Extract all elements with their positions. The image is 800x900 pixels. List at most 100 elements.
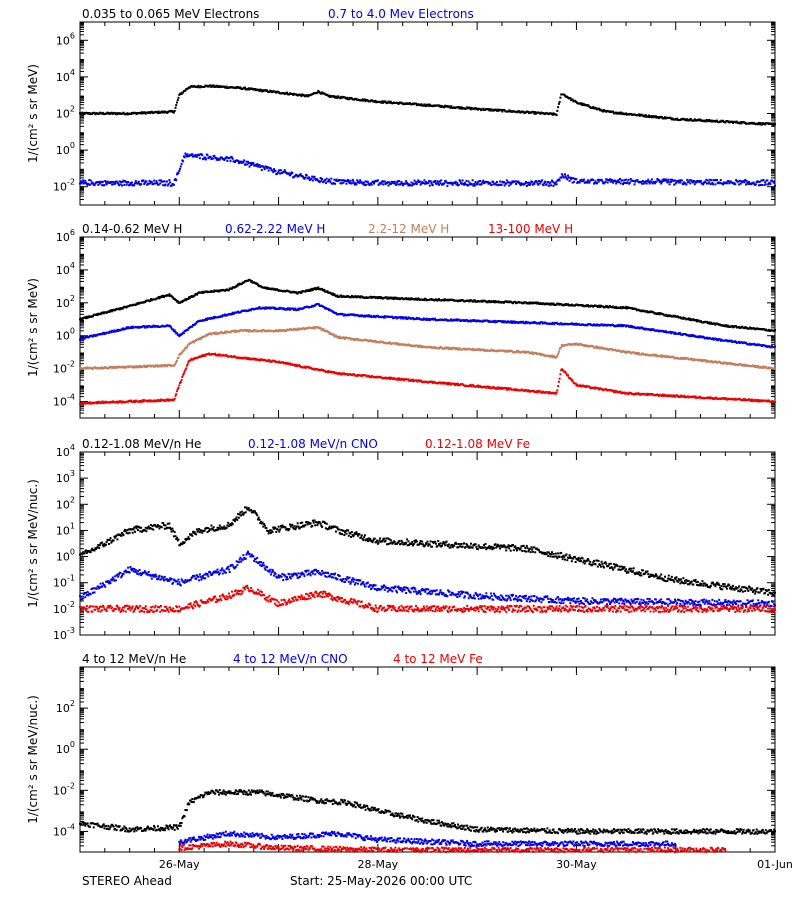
data-point <box>205 158 207 161</box>
data-point <box>738 183 741 186</box>
data-point <box>565 177 568 180</box>
data-point <box>209 155 212 158</box>
data-point <box>266 166 269 169</box>
data-point <box>679 181 682 184</box>
data-point <box>101 111 104 114</box>
data-point <box>186 329 189 331</box>
data-point <box>124 180 127 183</box>
data-point <box>169 364 172 367</box>
data-point <box>215 158 218 161</box>
data-point <box>575 101 578 103</box>
data-point <box>728 182 731 185</box>
data-point <box>271 169 274 172</box>
data-point <box>185 299 188 302</box>
data-point <box>249 162 252 165</box>
data-point <box>166 180 169 183</box>
data-point <box>335 178 338 181</box>
data-point <box>459 106 462 109</box>
data-point <box>650 115 653 118</box>
data-point <box>82 337 85 340</box>
data-point <box>513 320 516 323</box>
data-point <box>744 179 747 181</box>
data-point <box>706 182 708 185</box>
data-point <box>113 329 116 332</box>
data-point <box>311 289 314 292</box>
data-point <box>724 325 727 328</box>
data-point <box>462 182 465 185</box>
data-point <box>268 90 271 93</box>
data-point <box>551 179 553 182</box>
data-point <box>153 365 156 368</box>
data-point <box>737 180 740 183</box>
data-point <box>176 300 179 303</box>
data-point <box>98 182 101 185</box>
data-point <box>85 315 88 318</box>
data-point <box>381 180 384 183</box>
data-point <box>701 182 704 185</box>
legend-entry: 0.62-2.22 MeV H <box>225 222 325 236</box>
data-point <box>681 356 684 359</box>
data-point <box>328 331 330 334</box>
data-point <box>661 116 663 119</box>
data-point <box>564 175 567 178</box>
data-point <box>525 181 527 183</box>
data-point <box>83 113 86 116</box>
data-point <box>586 179 589 182</box>
data-point <box>690 334 693 336</box>
data-point <box>80 182 83 185</box>
data-point <box>461 179 464 182</box>
data-point <box>541 179 544 182</box>
data-point <box>758 180 761 183</box>
data-point <box>148 179 151 182</box>
data-point <box>395 343 398 346</box>
data-point <box>231 157 234 160</box>
data-point <box>234 285 237 288</box>
data-point <box>454 182 456 185</box>
data-point <box>195 322 198 325</box>
data-point <box>137 366 139 369</box>
data-point <box>627 178 630 181</box>
data-point <box>575 342 578 345</box>
data-point <box>763 184 766 187</box>
data-point <box>468 183 471 186</box>
data-point <box>255 164 258 167</box>
data-point <box>96 181 99 184</box>
data-point <box>332 310 335 313</box>
data-point <box>654 353 657 356</box>
series-2 <box>79 152 776 188</box>
data-point <box>702 183 705 186</box>
data-point <box>768 181 771 184</box>
data-point <box>258 90 261 92</box>
data-point <box>655 180 658 183</box>
data-point <box>151 326 154 329</box>
data-point <box>223 332 226 335</box>
data-point <box>329 181 332 184</box>
data-point <box>609 180 612 183</box>
data-point <box>531 183 534 186</box>
data-point <box>661 355 663 358</box>
data-point <box>757 123 760 126</box>
data-point <box>308 176 311 179</box>
data-point <box>243 159 246 162</box>
data-point <box>519 184 522 187</box>
data-point <box>319 177 322 179</box>
data-point <box>337 337 340 340</box>
data-point <box>92 182 94 185</box>
data-point <box>260 330 263 333</box>
data-point <box>514 300 517 303</box>
data-point <box>300 291 303 294</box>
data-point <box>439 104 442 107</box>
data-point <box>231 311 234 314</box>
data-point <box>390 180 393 183</box>
data-point <box>166 365 169 368</box>
data-point <box>555 183 558 186</box>
data-point <box>621 324 624 326</box>
data-point <box>143 183 146 186</box>
data-point <box>386 297 389 300</box>
data-point <box>754 183 757 186</box>
data-point <box>163 365 166 368</box>
data-point <box>88 179 91 182</box>
data-point <box>692 181 695 184</box>
data-point <box>123 183 126 186</box>
data-point <box>134 111 137 114</box>
